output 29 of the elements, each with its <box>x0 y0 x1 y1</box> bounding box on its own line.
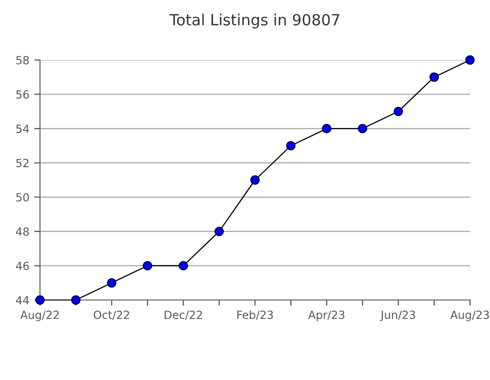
x-tick-label: Aug/23 <box>450 310 489 322</box>
point <box>429 72 439 82</box>
point <box>250 175 260 185</box>
y-tick-label: 48 <box>16 227 29 236</box>
y-tick-label: 56 <box>16 90 29 99</box>
point <box>465 55 475 65</box>
point <box>178 260 188 270</box>
x-tick-label: Apr/23 <box>308 310 344 322</box>
x-tick-label: Oct/22 <box>94 310 130 320</box>
point <box>394 106 404 116</box>
x-tick-label: Jun/23 <box>380 310 416 322</box>
point <box>286 140 296 150</box>
point <box>142 260 152 270</box>
y-tick-label: 44 <box>16 296 29 304</box>
chart-title: Total Listings in 90807 <box>169 14 340 28</box>
point <box>71 295 81 305</box>
y-tick-label: 58 <box>16 56 29 64</box>
point <box>106 278 116 288</box>
y-tick-label: 46 <box>16 262 29 270</box>
y-tick-label: 54 <box>16 124 29 133</box>
point <box>358 124 368 134</box>
point <box>35 295 45 305</box>
y-tick-label: 50 <box>16 193 29 202</box>
y-tick-label: 52 <box>16 158 28 168</box>
point <box>322 124 332 134</box>
x-tick-label: Dec/22 <box>164 310 202 320</box>
x-tick-label: Feb/23 <box>237 310 273 320</box>
x-tick-label: Aug/22 <box>20 310 59 322</box>
point <box>214 226 224 236</box>
